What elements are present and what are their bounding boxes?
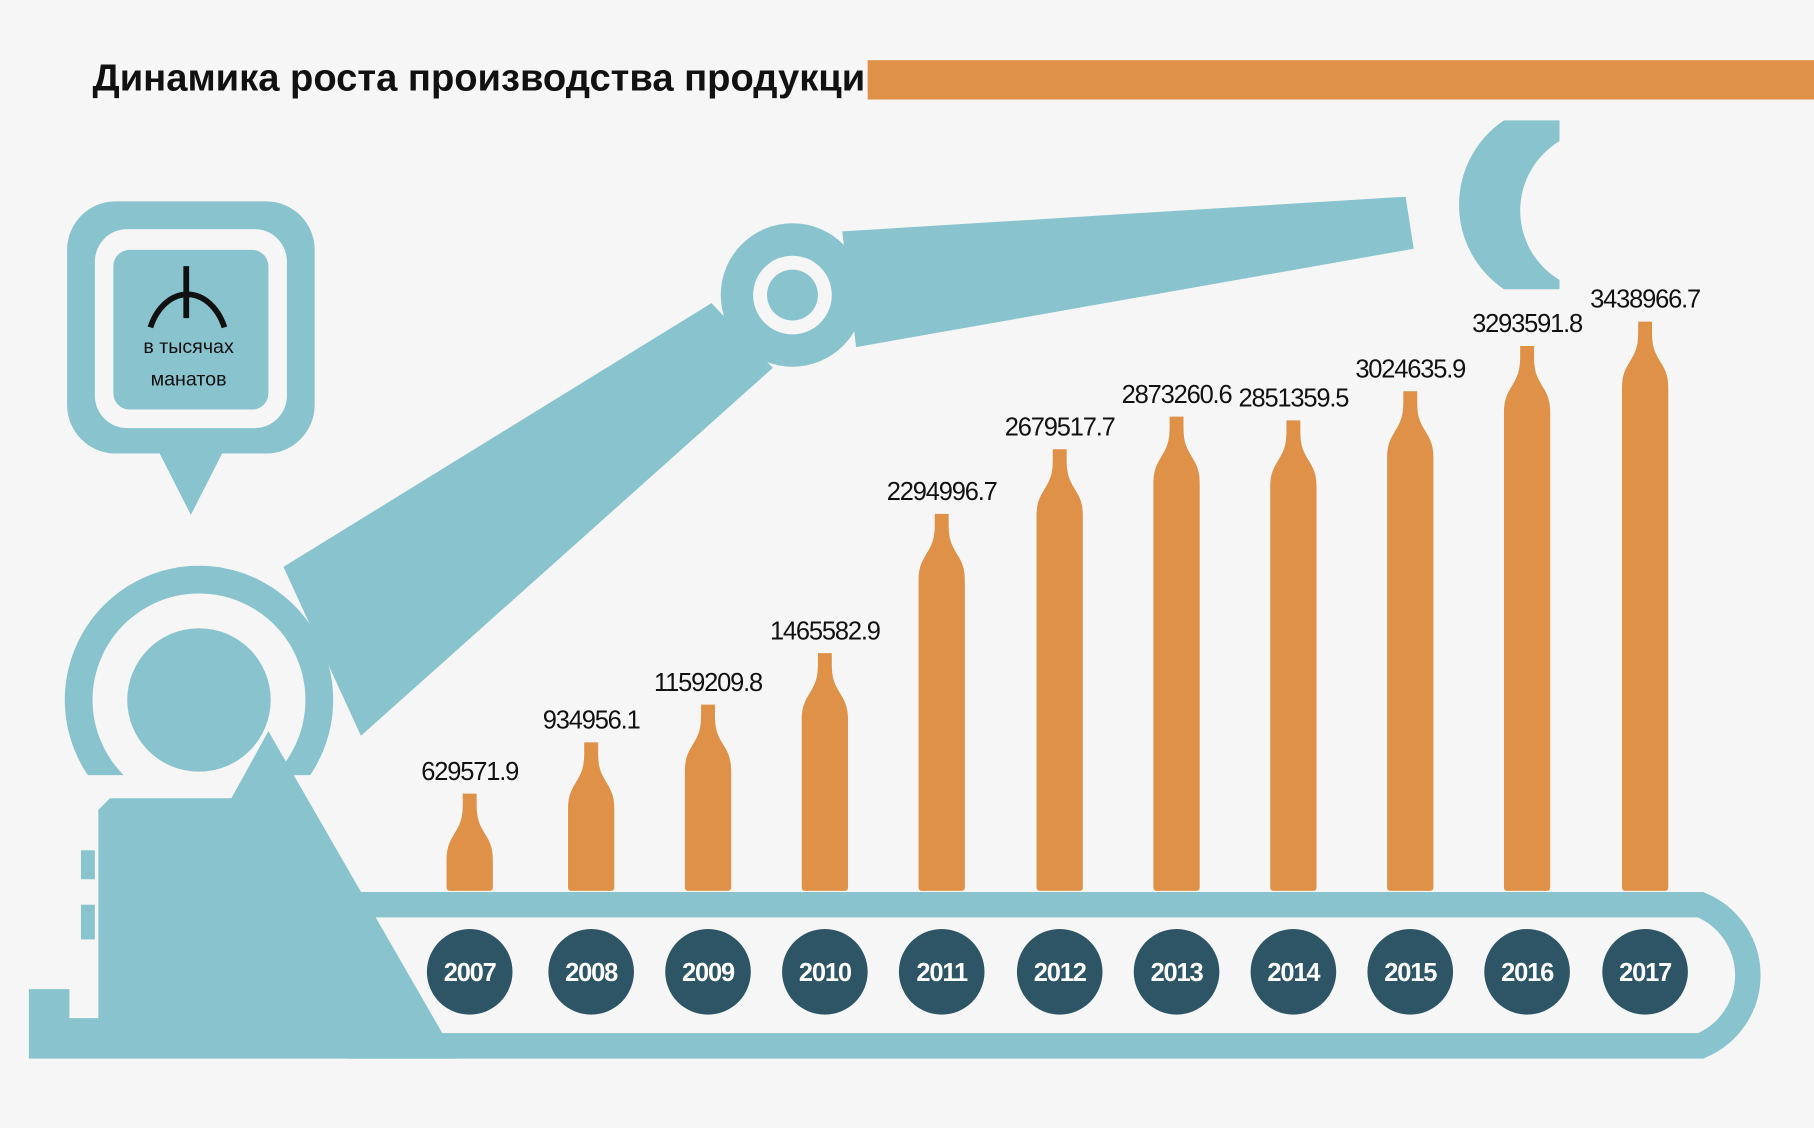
- bottle-bar-2010: [801, 653, 848, 891]
- bottle-bar-2014: [1270, 420, 1317, 891]
- title-accent-bar: [867, 60, 1814, 100]
- value-label-2010: 1465582.9: [770, 617, 880, 645]
- year-circle-2017: [1602, 928, 1688, 1015]
- year-label-2015: 2015: [1384, 959, 1437, 987]
- year-circle-2013: [1133, 928, 1220, 1015]
- year-label-2008: 2008: [565, 959, 618, 987]
- year-label-2009: 2009: [682, 959, 735, 987]
- year-label-2014: 2014: [1267, 959, 1321, 987]
- bottle-bar-2017: [1621, 321, 1669, 891]
- value-label-2017: 3438966.7: [1590, 286, 1700, 314]
- value-label-2014: 2851359.5: [1238, 384, 1349, 412]
- value-label-2016: 3293591.8: [1472, 310, 1583, 338]
- bottle-bar-2007: [446, 793, 493, 891]
- year-circle-2010: [782, 928, 868, 1015]
- bottle-bar-2012: [1036, 449, 1083, 891]
- year-circle-2007: [426, 928, 513, 1015]
- year-circle-2009: [665, 928, 751, 1015]
- year-circle-2011: [898, 928, 985, 1015]
- gripper: [1459, 120, 1560, 290]
- value-label-2009: 1159209.8: [654, 669, 763, 697]
- year-circle-2012: [1016, 928, 1103, 1015]
- unit-line-1: в тысячах: [143, 336, 234, 358]
- robot-arm: [28, 120, 1560, 1059]
- bottle-bar-2013: [1153, 416, 1200, 891]
- value-label-2015: 3024635.9: [1355, 355, 1465, 383]
- year-circle-2008: [548, 928, 634, 1015]
- manat-sign-icon: [147, 266, 228, 329]
- value-label-2007: 629571.9: [421, 758, 518, 786]
- robot-base: [28, 731, 457, 1059]
- conveyor-belt: [347, 891, 1761, 1059]
- bottle-bar-2009: [684, 704, 732, 891]
- year-circle-2014: [1250, 928, 1337, 1015]
- year-label-2017: 2017: [1619, 959, 1672, 987]
- bottle-bar-2015: [1387, 391, 1434, 891]
- bottle-bar-2016: [1503, 346, 1551, 891]
- value-label-2008: 934956.1: [543, 706, 640, 734]
- year-label-2010: 2010: [799, 959, 852, 987]
- upper-arm: [842, 196, 1414, 348]
- year-label-2012: 2012: [1034, 959, 1087, 987]
- bottle-bar-2008: [568, 742, 615, 891]
- year-label-2007: 2007: [444, 959, 497, 987]
- chart-title: Динамика роста производства продукции: [93, 56, 889, 99]
- value-label-2012: 2679517.7: [1005, 413, 1115, 441]
- value-label-2013: 2873260.6: [1122, 381, 1233, 409]
- year-circle-2016: [1484, 928, 1570, 1015]
- unit-badge: в тысячах манатов: [67, 201, 315, 515]
- lower-arm: [283, 303, 773, 736]
- year-label-2011: 2011: [916, 959, 968, 987]
- year-label-2016: 2016: [1501, 959, 1554, 987]
- value-label-2011: 2294996.7: [887, 478, 997, 506]
- year-label-2013: 2013: [1151, 959, 1204, 987]
- unit-line-2: манатов: [151, 368, 227, 390]
- bottle-bar-2011: [918, 513, 965, 891]
- year-circle-2015: [1367, 928, 1454, 1015]
